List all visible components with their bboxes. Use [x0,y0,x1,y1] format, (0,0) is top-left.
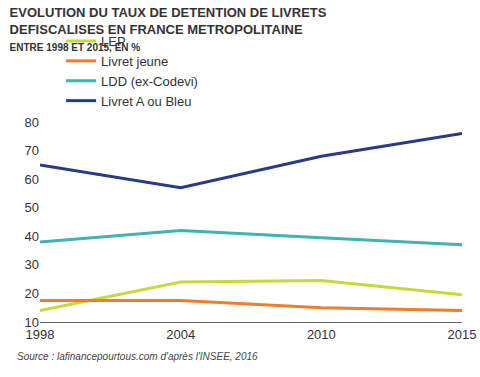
svg-text:LEP: LEP [101,34,126,49]
svg-text:Livret A ou Bleu: Livret A ou Bleu [101,94,191,109]
svg-text:80: 80 [25,115,39,130]
svg-text:2015: 2015 [448,327,477,342]
svg-text:Source : lafinancepourtous.com: Source : lafinancepourtous.com d'après l… [17,351,258,362]
svg-text:10: 10 [25,315,39,330]
svg-text:1998: 1998 [26,327,55,342]
svg-text:2004: 2004 [166,327,195,342]
svg-text:20: 20 [25,286,39,301]
svg-text:LDD (ex-Codevi): LDD (ex-Codevi) [101,74,198,89]
svg-text:60: 60 [25,172,39,187]
svg-text:30: 30 [25,257,39,272]
svg-text:50: 50 [25,200,39,215]
svg-text:Livret jeune: Livret jeune [101,54,168,69]
svg-text:2010: 2010 [307,327,336,342]
svg-text:40: 40 [25,229,39,244]
svg-text:70: 70 [25,143,39,158]
svg-text:EVOLUTION DU TAUX DE DETENTION: EVOLUTION DU TAUX DE DETENTION DE LIVRET… [10,5,327,53]
